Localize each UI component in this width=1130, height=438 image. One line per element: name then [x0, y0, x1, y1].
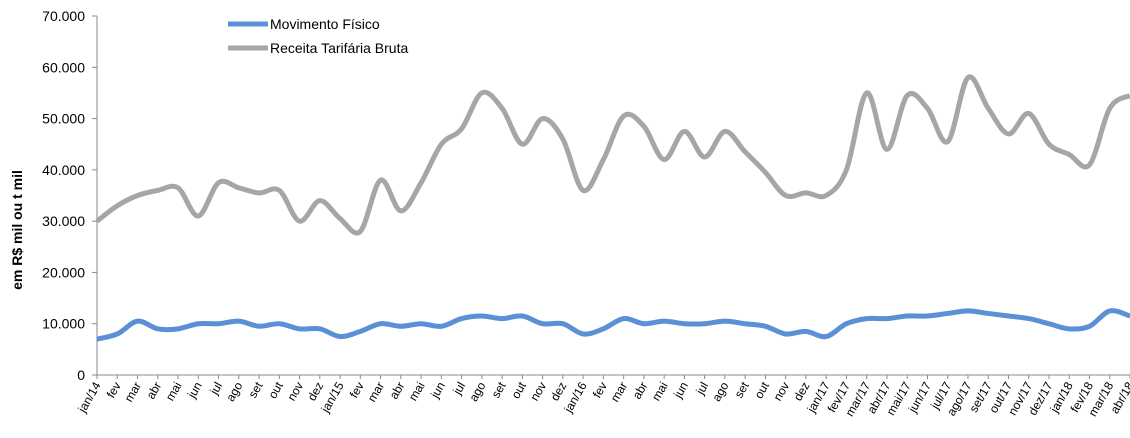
x-tick-label: jun: [427, 380, 448, 402]
y-tick-label: 0: [77, 367, 85, 383]
x-tick-label: abr: [387, 379, 408, 401]
x-tick-label: jul: [206, 380, 225, 398]
x-tick-label: ago: [709, 379, 731, 404]
x-tick-label: set: [732, 379, 752, 400]
x-tick-label: ago: [466, 379, 488, 404]
y-axis-label: em R$ mil ou t mil: [9, 170, 25, 290]
x-tick-label: nov: [284, 380, 306, 404]
x-tick-label: mar: [365, 380, 387, 405]
x-tick-label: jul: [450, 380, 469, 398]
x-tick-label: mar: [122, 380, 144, 405]
series-line: [96, 308, 1130, 342]
x-tick-label: fev: [590, 380, 610, 401]
x-tick-label: nov: [770, 380, 792, 404]
x-tick-label: mai: [649, 380, 671, 404]
x-tick-label: ago: [223, 379, 245, 404]
x-tick-label: set: [246, 379, 266, 400]
x-tick-label: mai: [406, 380, 428, 404]
legend-label: Receita Tarifária Bruta: [270, 40, 408, 56]
y-tick-label: 30.000: [42, 213, 85, 229]
x-tick-label: out: [508, 379, 529, 401]
y-tick-label: 20.000: [42, 264, 85, 280]
series-line: [95, 74, 1130, 236]
x-tick-label: jun: [184, 380, 205, 402]
y-tick-label: 70.000: [42, 8, 85, 24]
x-tick-label: jun: [670, 380, 691, 402]
x-tick-label: jul: [693, 380, 712, 398]
x-tick-label: abr: [630, 379, 651, 401]
y-tick-label: 50.000: [42, 111, 85, 127]
legend-label: Movimento Físico: [270, 16, 380, 32]
x-tick-label: out: [752, 379, 773, 401]
x-tick-label: fev: [104, 380, 124, 401]
y-tick-label: 40.000: [42, 162, 85, 178]
x-tick-label: set: [489, 379, 509, 400]
x-tick-label: out: [265, 379, 286, 401]
x-tick-label: abr: [144, 379, 165, 401]
y-tick-label: 10.000: [42, 316, 85, 332]
x-tick-label: mar: [608, 380, 630, 405]
x-tick-label: nov: [527, 380, 549, 404]
x-tick-label: jan/14: [75, 379, 104, 415]
x-tick-label: fev: [347, 380, 367, 401]
y-tick-label: 60.000: [42, 59, 85, 75]
x-tick-label: mai: [163, 380, 185, 404]
